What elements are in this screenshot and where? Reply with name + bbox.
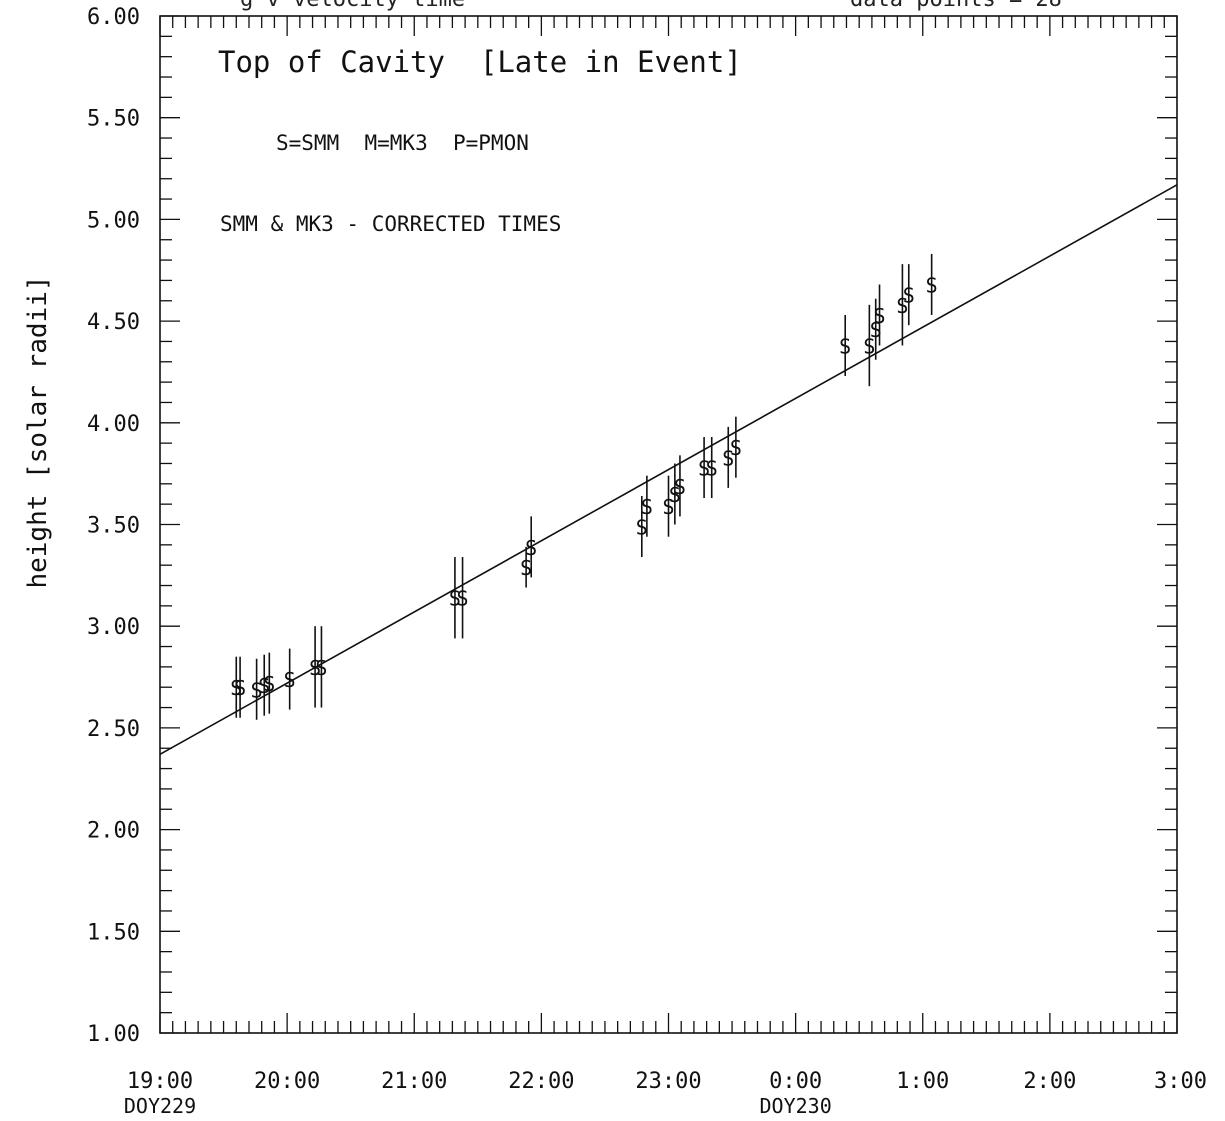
data-point: S <box>874 284 886 346</box>
data-point: S <box>641 475 653 537</box>
x-tick-sublabel: DOY229 <box>124 1094 196 1118</box>
point-marker: S <box>896 294 908 318</box>
y-tick-label: 3.50 <box>87 514 140 539</box>
data-point: S <box>525 516 537 578</box>
x-tick-label: 20:00 <box>254 1069 320 1094</box>
y-tick-label: 2.00 <box>87 819 140 844</box>
y-tick-label: 4.00 <box>87 412 140 437</box>
point-marker: S <box>284 668 296 692</box>
data-point: S <box>315 626 327 708</box>
y-axis-label: height [solar radii] <box>23 275 53 588</box>
point-marker: S <box>706 457 718 481</box>
fit-line <box>159 184 1178 756</box>
x-tick-label: 3:00 <box>1154 1069 1207 1094</box>
x-tick-label: 22:00 <box>508 1069 574 1094</box>
point-marker: S <box>457 587 469 611</box>
x-tick-sublabel: DOY230 <box>760 1094 832 1118</box>
data-point: S <box>662 475 675 537</box>
data-point: S <box>520 546 532 588</box>
point-marker: S <box>870 318 882 342</box>
point-marker: S <box>234 676 246 700</box>
point-marker: S <box>903 284 915 308</box>
y-tick-label: 2.50 <box>87 717 140 742</box>
data-point: S <box>251 658 263 720</box>
point-marker: S <box>449 587 461 611</box>
point-marker: S <box>251 678 263 702</box>
fit-line-layer <box>159 184 1178 756</box>
data-point: S <box>309 626 321 708</box>
y-tick-label: 1.00 <box>87 1022 140 1047</box>
point-marker: S <box>669 483 681 507</box>
data-point: S <box>669 463 681 525</box>
data-point: S <box>284 648 296 710</box>
x-tick-label: 21:00 <box>381 1069 447 1094</box>
point-marker: S <box>674 475 686 499</box>
data-point: S <box>722 426 734 488</box>
data-point: S <box>839 314 851 377</box>
point-marker: S <box>315 656 327 680</box>
data-point: S <box>903 264 915 326</box>
data-point: S <box>230 656 242 718</box>
data-point: S <box>870 298 882 360</box>
y-tick-label: 5.00 <box>87 208 140 233</box>
data-point: S <box>926 253 938 315</box>
x-tick-label: 23:00 <box>635 1069 701 1094</box>
point-marker: S <box>839 335 851 359</box>
point-marker: S <box>730 436 742 460</box>
legend-text: S=SMM M=MK3 P=PMON <box>276 131 529 155</box>
x-tick-label: 19:00 <box>127 1069 193 1094</box>
point-marker: S <box>874 304 886 328</box>
data-point: S <box>234 656 246 718</box>
point-marker: S <box>698 457 710 481</box>
top-label-left: g v velocity time <box>240 0 465 12</box>
y-tick-label: 5.50 <box>87 107 140 132</box>
data-point: S <box>863 304 875 387</box>
x-tick-label: 2:00 <box>1023 1069 1076 1094</box>
y-tick-label: 4.50 <box>87 310 140 335</box>
x-tick-label: 1:00 <box>896 1069 949 1094</box>
data-point: S <box>674 455 686 517</box>
point-marker: S <box>258 674 270 698</box>
chart-title: Top of Cavity [Late in Event] <box>218 45 742 79</box>
data-point: S <box>896 264 908 346</box>
point-marker: S <box>926 273 938 297</box>
y-tick-label: 3.00 <box>87 615 140 640</box>
point-marker: S <box>525 536 537 560</box>
y-tick-label: 1.50 <box>87 920 140 945</box>
point-marker: S <box>662 495 674 519</box>
data-point: S <box>730 416 742 478</box>
annotation-note: SMM & MK3 - CORRECTED TIMES <box>220 212 561 236</box>
data-point: S <box>636 496 648 558</box>
point-marker: S <box>263 672 275 696</box>
data-point: S <box>457 557 469 639</box>
y-tick-label: 6.00 <box>87 5 140 30</box>
point-marker: S <box>863 335 875 359</box>
point-marker: S <box>636 516 648 540</box>
point-marker: S <box>230 676 242 700</box>
data-point: S <box>698 437 710 499</box>
data-point: S <box>258 654 270 716</box>
data-point: S <box>449 557 461 639</box>
point-marker: S <box>520 556 532 580</box>
data-point: S <box>263 652 275 714</box>
axis-ticks-layer <box>159 15 1178 1034</box>
point-marker: S <box>722 446 734 470</box>
data-point: S <box>706 437 718 499</box>
point-marker: S <box>309 656 321 680</box>
top-label-right: data points = 28 <box>850 0 1062 12</box>
point-marker: S <box>641 495 653 519</box>
x-tick-label: 0:00 <box>769 1069 822 1094</box>
